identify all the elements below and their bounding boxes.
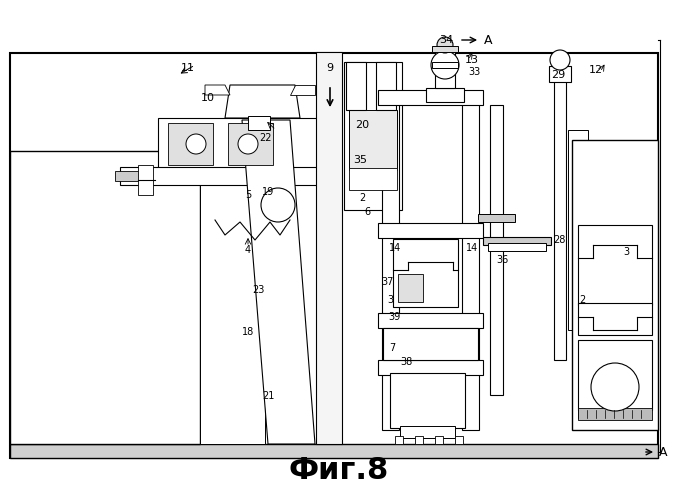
Bar (393, 239, 458, 307)
Bar (349, 168, 397, 190)
Bar (228, 123, 273, 165)
Bar (578, 340, 652, 410)
Bar (478, 214, 515, 222)
Circle shape (431, 51, 459, 79)
Polygon shape (205, 85, 230, 95)
Text: 38: 38 (400, 357, 412, 367)
Text: 14: 14 (389, 243, 401, 253)
Bar (549, 66, 571, 82)
Text: 22: 22 (259, 133, 271, 143)
Bar (200, 151, 265, 444)
Bar (318, 170, 328, 182)
Bar (10, 444, 658, 458)
Text: 39: 39 (388, 312, 400, 322)
Text: 2: 2 (359, 193, 365, 203)
Text: 21: 21 (262, 391, 274, 401)
Text: Фиг.8: Фиг.8 (289, 456, 389, 485)
Bar (398, 274, 423, 302)
Bar (378, 223, 483, 238)
Text: 12: 12 (589, 65, 603, 75)
Bar (316, 52, 342, 444)
Bar (168, 123, 213, 165)
Bar (432, 46, 458, 52)
Circle shape (437, 37, 453, 53)
Circle shape (186, 134, 206, 154)
Bar (378, 360, 483, 375)
Bar (435, 48, 455, 88)
Text: 35: 35 (353, 155, 367, 165)
Text: 23: 23 (252, 285, 264, 295)
Bar (578, 408, 652, 420)
Bar (383, 328, 478, 360)
Text: 7: 7 (389, 343, 395, 353)
Bar (462, 92, 479, 430)
Text: 14: 14 (466, 243, 478, 253)
Bar (10, 53, 658, 458)
Bar (435, 436, 443, 444)
Circle shape (261, 188, 295, 222)
Bar (248, 116, 270, 130)
Bar (395, 436, 403, 444)
Text: 28: 28 (553, 235, 565, 245)
Bar (378, 90, 483, 105)
Bar (115, 171, 140, 181)
Text: A: A (659, 446, 667, 458)
Text: 33: 33 (468, 67, 480, 77)
Text: 19: 19 (262, 187, 274, 197)
Bar (390, 373, 465, 428)
Bar (349, 110, 397, 170)
Bar (10, 151, 200, 444)
Text: 2: 2 (579, 295, 585, 305)
Text: 11: 11 (181, 63, 195, 73)
Bar (382, 92, 399, 430)
Bar (138, 165, 153, 195)
Bar (554, 80, 566, 360)
Bar (415, 436, 423, 444)
Bar (344, 62, 402, 210)
Bar (346, 62, 366, 110)
Text: 36: 36 (496, 255, 508, 265)
Circle shape (238, 134, 258, 154)
Bar (376, 62, 396, 110)
Text: 5: 5 (245, 190, 251, 200)
Text: 3: 3 (387, 295, 393, 305)
Bar (400, 426, 455, 438)
Circle shape (591, 363, 639, 411)
Bar (572, 140, 658, 430)
Text: 37: 37 (382, 277, 394, 287)
Polygon shape (225, 85, 300, 118)
Polygon shape (290, 85, 315, 95)
Text: 9: 9 (327, 63, 333, 73)
Bar (455, 436, 463, 444)
Bar (158, 118, 323, 170)
Text: A: A (484, 34, 492, 46)
Text: 34: 34 (439, 35, 453, 45)
Text: 10: 10 (201, 93, 215, 103)
Bar (488, 243, 546, 251)
Bar (578, 225, 652, 305)
Text: 18: 18 (242, 327, 254, 337)
Bar (490, 105, 503, 395)
Bar (432, 62, 458, 68)
Text: 3: 3 (623, 247, 629, 257)
Bar (483, 237, 551, 245)
Polygon shape (242, 120, 315, 444)
Circle shape (550, 50, 570, 70)
Text: 4: 4 (245, 245, 251, 255)
Text: 6: 6 (364, 207, 370, 217)
Bar (426, 88, 464, 102)
Bar (568, 130, 588, 330)
Text: 20: 20 (355, 120, 369, 130)
Text: 13: 13 (465, 55, 479, 65)
Bar (378, 313, 483, 328)
Bar (578, 303, 652, 335)
Bar (120, 167, 320, 185)
Text: 29: 29 (551, 70, 565, 80)
